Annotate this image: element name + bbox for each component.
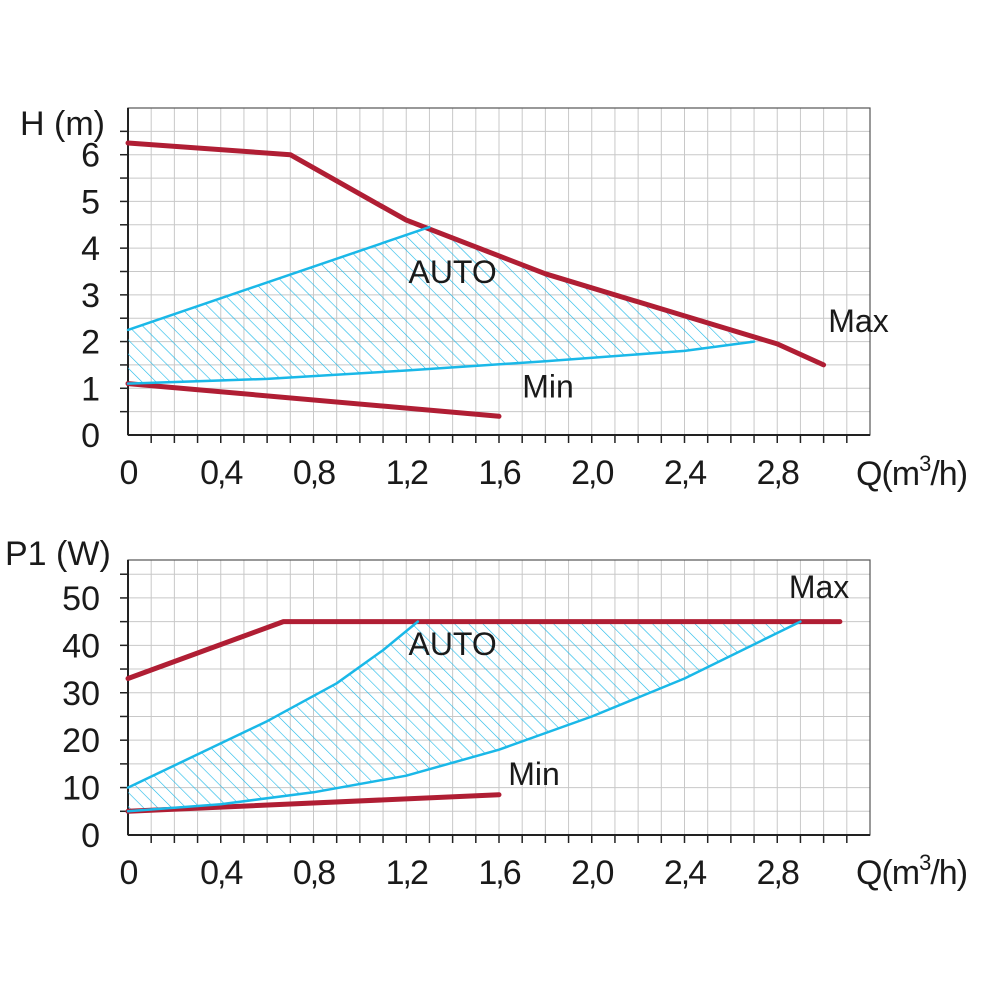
curve-label-min: Min bbox=[508, 756, 560, 792]
y-tick-label: 30 bbox=[62, 675, 100, 713]
auto-boundary-curve bbox=[126, 620, 802, 813]
auto-boundary-curve bbox=[126, 340, 756, 385]
x-tick-label: 0,8 bbox=[293, 854, 335, 892]
curve-max bbox=[125, 140, 827, 368]
auto-region bbox=[128, 621, 801, 812]
x-tick-label: 0,4 bbox=[200, 854, 242, 892]
y-tick-label: 2 bbox=[81, 324, 100, 362]
x-tick-label: 0,8 bbox=[293, 454, 335, 492]
y-tick-label: 50 bbox=[62, 580, 100, 618]
x-tick-label: 2,8 bbox=[757, 854, 799, 892]
x-tick-label: 2,4 bbox=[664, 454, 706, 492]
y-tick-label: 0 bbox=[81, 417, 100, 455]
auto-label: AUTO bbox=[408, 626, 496, 662]
y-tick-label: 20 bbox=[62, 722, 100, 760]
y-tick-label: 4 bbox=[81, 230, 100, 268]
y-tick-label: 0 bbox=[81, 817, 100, 855]
x-tick-label: 0 bbox=[120, 854, 138, 892]
x-tick-label: 2,8 bbox=[757, 454, 799, 492]
x-tick-label: 2,0 bbox=[571, 454, 613, 492]
y-tick-label: 5 bbox=[81, 183, 100, 221]
y-tick-label: 3 bbox=[81, 277, 100, 315]
x-tick-label: 1,2 bbox=[386, 454, 428, 492]
y-tick-label: 40 bbox=[62, 627, 100, 665]
head-curve-chart: 0 0,4 0,8 1,2 1,6 2,0 2,4 2,8 0 1 2 3 4 5 6H (m) Q(m3/h… bbox=[20, 105, 968, 493]
x-tick-label: 0 bbox=[120, 454, 138, 492]
x-tick-label: 0,4 bbox=[200, 454, 242, 492]
x-tick-label: 2,0 bbox=[571, 854, 613, 892]
curve-label-max: Max bbox=[828, 303, 888, 339]
curve-max bbox=[125, 619, 843, 681]
auto-boundary-curve bbox=[126, 225, 431, 332]
curve-min bbox=[125, 381, 502, 419]
x-axis-label: Q(m3/h) bbox=[856, 451, 967, 493]
curve-label-min: Min bbox=[522, 369, 574, 405]
x-axis-label: Q(m3/h) bbox=[856, 850, 967, 892]
curve-min bbox=[125, 792, 502, 814]
curve-label-max: Max bbox=[789, 569, 849, 605]
y-tick-label: 6 bbox=[81, 137, 100, 175]
x-tick-label: 1,2 bbox=[386, 854, 428, 892]
y-axis-label: H (m) bbox=[20, 105, 105, 143]
x-tick-label: 2,4 bbox=[664, 854, 706, 892]
auto-label: AUTO bbox=[408, 254, 496, 290]
auto-boundary-curve bbox=[126, 620, 420, 789]
power-curve-chart: 0 0,4 0,8 1,2 1,6 2,0 2,4 2,8 0 10 20 30 40 50 P1 (W) Q… bbox=[5, 535, 968, 892]
y-axis-label: P1 (W) bbox=[5, 535, 111, 573]
y-tick-label: 10 bbox=[62, 770, 100, 808]
x-tick-label: 1,6 bbox=[478, 454, 520, 492]
x-tick-label: 1,6 bbox=[478, 854, 520, 892]
auto-region bbox=[128, 227, 755, 384]
y-tick-label: 1 bbox=[81, 370, 100, 408]
